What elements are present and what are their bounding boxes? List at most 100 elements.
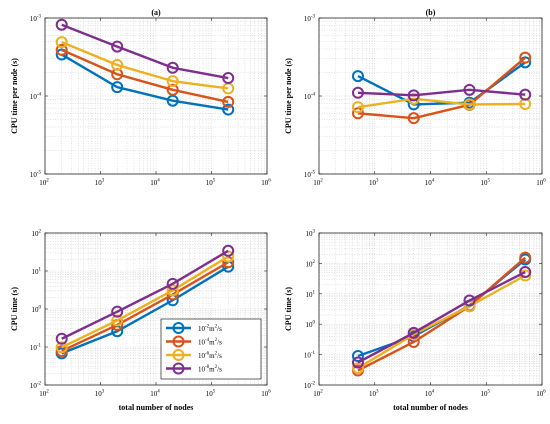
data-point: [111, 40, 124, 53]
legend: 10-2m2/s 10-4m2/s 10-6m2/s 10-8m2/s: [160, 318, 262, 380]
series-line: [61, 265, 229, 355]
x-axis-label: total number of nodes: [393, 403, 468, 412]
y-tick-label: 10-1: [304, 351, 316, 360]
series-line: [61, 23, 229, 80]
x-tick-label: 106: [261, 179, 271, 188]
series-line: [61, 48, 229, 104]
y-axis-label: CPU time (s): [284, 287, 293, 331]
series-line: [61, 41, 229, 90]
series-line: [61, 249, 229, 340]
x-axis-label: total number of nodes: [119, 403, 194, 412]
y-axis-label: CPU time per node (s): [10, 58, 19, 134]
y-tick-label: 10-2: [304, 382, 316, 391]
series-line: [61, 255, 229, 349]
y-tick-label: 101: [32, 268, 42, 277]
x-tick-label: 105: [481, 390, 491, 399]
series-line: [357, 56, 526, 120]
panel-1: 102 103 104 105 106 10-5 10-4 10-3 (a) CPU time p…: [10, 8, 271, 187]
x-tick-label: 106: [261, 390, 271, 399]
panel-title: (b): [426, 8, 436, 17]
data-point: [55, 48, 68, 61]
data-point: [351, 101, 364, 114]
y-tick-label: 10-3: [30, 15, 42, 24]
legend-marker: [172, 362, 185, 375]
x-tick-label: 105: [206, 179, 216, 188]
series-4: [55, 244, 235, 345]
data-point: [519, 251, 532, 264]
legend-marker: [172, 335, 185, 348]
legend-label: 10-6m2/s: [198, 352, 222, 361]
grid: [45, 18, 267, 174]
data-point: [55, 341, 68, 354]
data-point: [351, 362, 364, 375]
y-tick-label: 103: [306, 230, 316, 239]
x-tick-label: 104: [425, 390, 435, 399]
y-tick-label: 100: [306, 321, 316, 330]
data-point: [166, 83, 179, 96]
data-point: [463, 98, 476, 111]
x-tick-label: 104: [150, 390, 160, 399]
data-point: [351, 349, 364, 362]
x-tick-label: 104: [425, 179, 435, 188]
legend-marker: [172, 349, 185, 361]
data-point: [166, 61, 179, 74]
data-point: [166, 277, 179, 290]
data-point: [463, 83, 476, 96]
x-tick-label: 103: [369, 179, 379, 188]
y-tick-label: 10-3: [304, 15, 316, 24]
legend-marker: [172, 322, 185, 334]
panel-3: 102 103 104 105 106 10-2 10-1 100 101 102 CPU time…: [10, 230, 271, 413]
data-point: [407, 326, 420, 339]
y-axis-label: CPU time (s): [10, 287, 19, 331]
x-tick-label: 103: [95, 179, 105, 188]
data-point: [166, 75, 179, 88]
data-point: [55, 332, 68, 345]
x-tick-label: 102: [313, 179, 323, 188]
data-point: [351, 356, 364, 369]
data-point: [351, 107, 364, 120]
series-2: [55, 43, 235, 108]
x-tick-label: 103: [369, 390, 379, 399]
series-line: [357, 88, 526, 97]
data-point: [407, 92, 420, 105]
panel-title: (a): [151, 8, 161, 17]
data-point: [222, 244, 235, 257]
y-axis-label: CPU time per node (s): [284, 58, 293, 134]
x-tick-label: 105: [206, 390, 216, 399]
ticks: [44, 232, 268, 386]
series-4: [351, 266, 532, 369]
ticks: [318, 232, 543, 386]
y-tick-label: 101: [306, 290, 316, 299]
data-point: [111, 81, 124, 94]
legend-label: 10-2m2/s: [198, 325, 222, 334]
legend-label: 10-4m2/s: [198, 338, 222, 347]
data-point: [55, 36, 68, 49]
data-point: [351, 70, 364, 83]
ticks: [318, 17, 543, 175]
data-point: [519, 51, 532, 64]
data-point: [407, 89, 420, 102]
data-point: [351, 86, 364, 99]
series-3: [55, 36, 235, 95]
y-tick-label: 10-2: [30, 382, 42, 391]
data-point: [222, 103, 235, 116]
y-tick-label: 100: [32, 306, 42, 315]
series-line: [61, 53, 229, 111]
series-line: [357, 270, 526, 364]
data-point: [519, 266, 532, 279]
legend-entry: 10-4m2/s: [166, 335, 222, 348]
legend-entry: 10-6m2/s: [166, 349, 222, 361]
legend-entry: 10-8m2/s: [166, 362, 222, 375]
data-point: [463, 294, 476, 307]
data-point: [111, 314, 124, 327]
x-tick-label: 102: [39, 179, 49, 188]
x-tick-label: 102: [313, 390, 323, 399]
x-tick-label: 104: [150, 179, 160, 188]
series-4: [55, 18, 235, 85]
series-line: [357, 97, 526, 109]
y-tick-label: 10-4: [30, 93, 42, 102]
panel-4: 102 103 104 105 106 10-2 10-1 100 101 102 103 CPU t…: [284, 230, 546, 413]
y-tick-label: 102: [306, 260, 316, 269]
series-3: [55, 250, 235, 354]
